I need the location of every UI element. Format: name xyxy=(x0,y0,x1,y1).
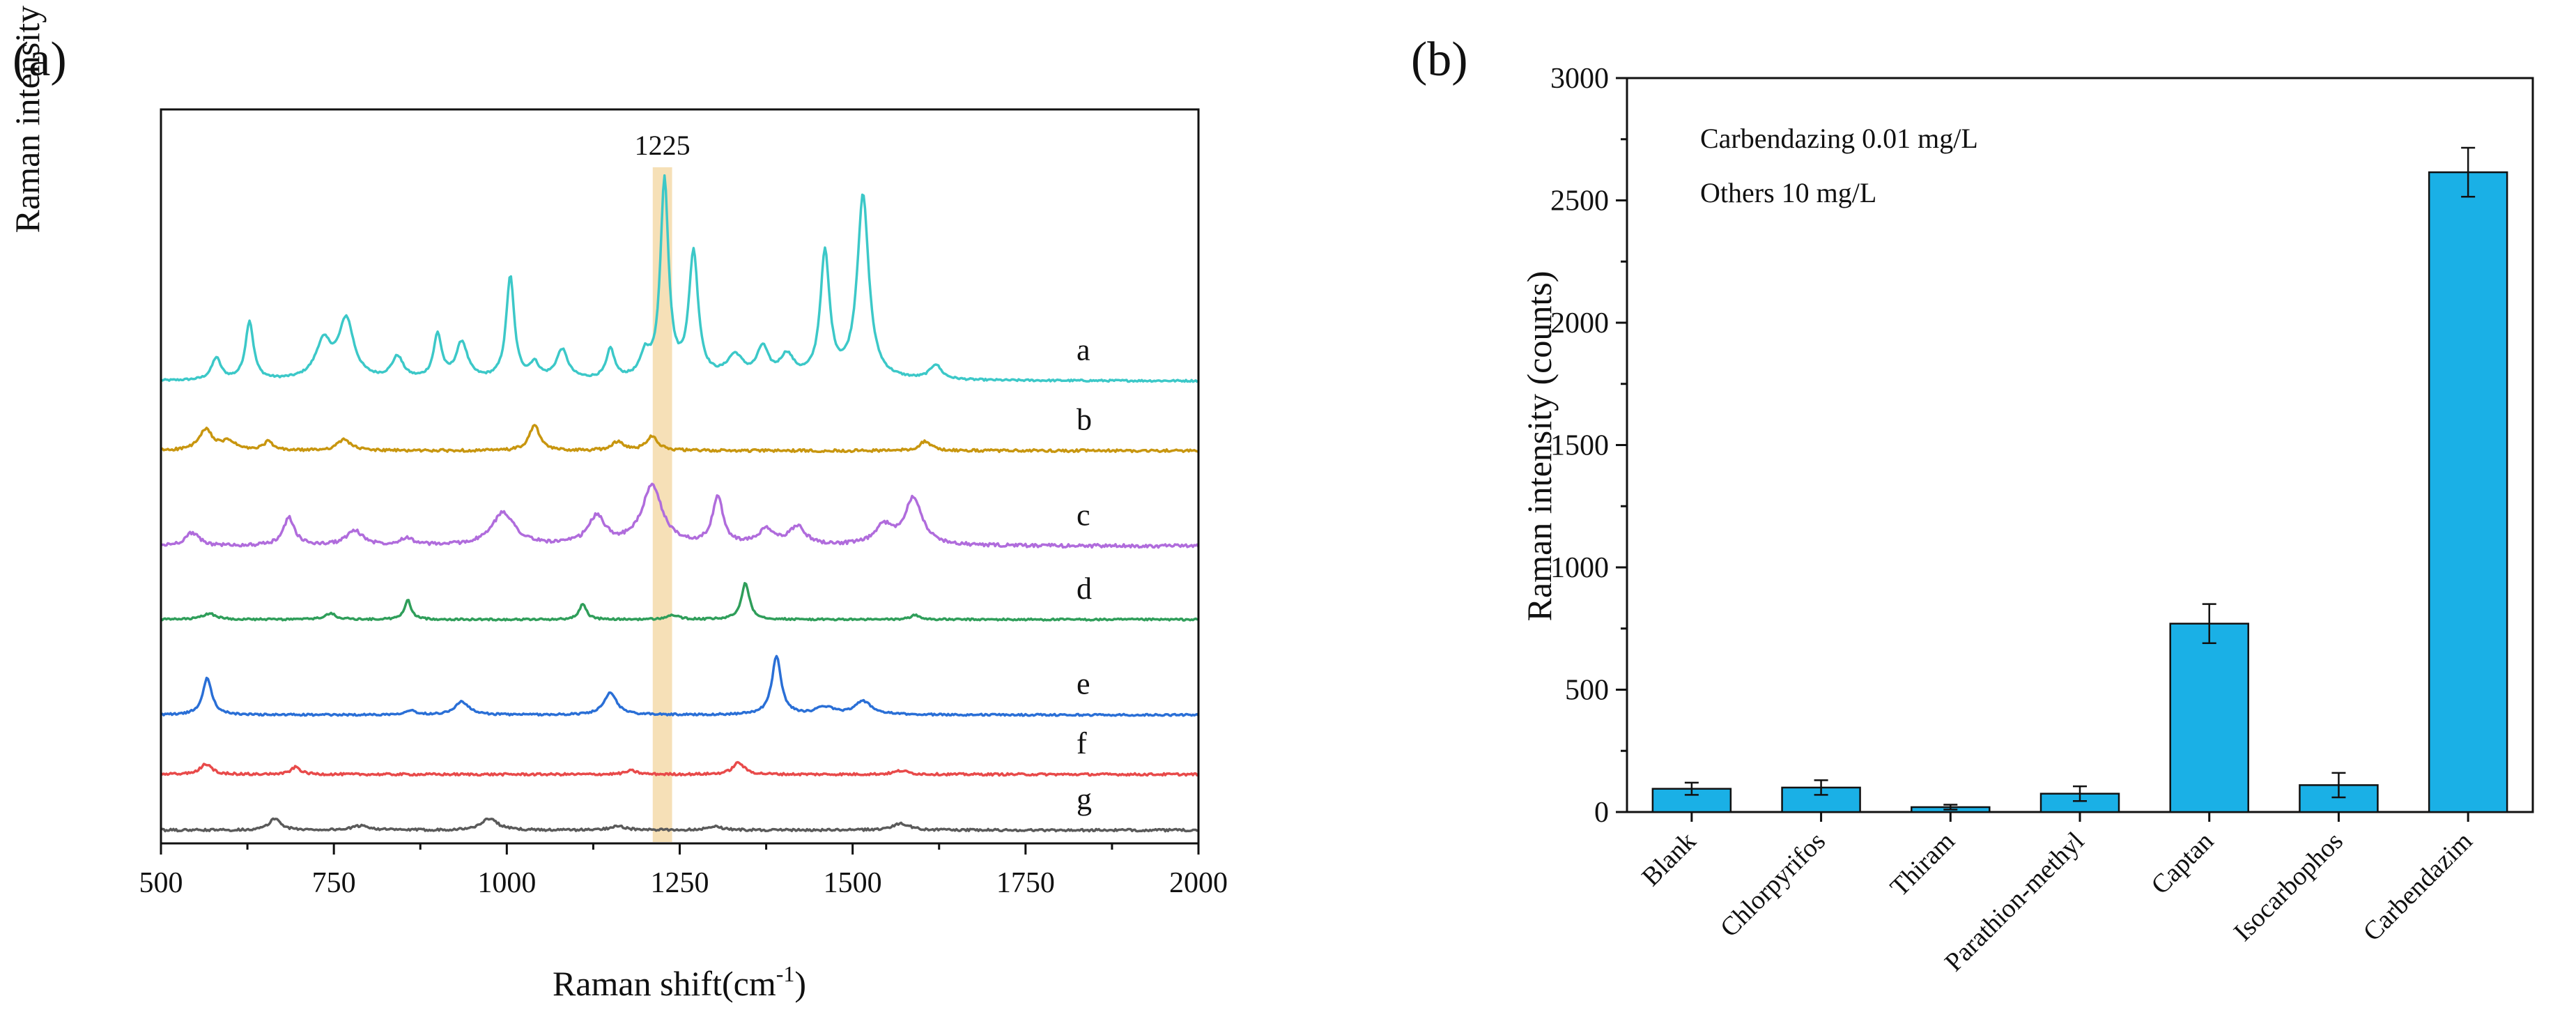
category-label-parathion-methyl: Parathion-methyl xyxy=(1939,827,2090,977)
highlight-label-1225: 1225 xyxy=(635,130,691,161)
x-tick-label-2000: 2000 xyxy=(1169,867,1228,899)
panel-a-x-ticks: 500 750 1000 1250 1500 1750 2000 xyxy=(139,843,1228,899)
x-axis-title-main: Raman shift(cm xyxy=(553,964,776,1003)
y-tick-label-2000: 2000 xyxy=(1550,307,1609,339)
panel-a-raman-spectra: (a) 1225 a b c d efg 500 750 1000 1250 1500 1750 2… xyxy=(8,0,1228,1003)
y-tick-label-2500: 2500 xyxy=(1550,185,1609,217)
spectrum-a xyxy=(160,174,1200,383)
bar-captan xyxy=(2169,622,2249,813)
x-tick-label-1000: 1000 xyxy=(477,867,536,899)
bar-carbendazim xyxy=(2428,171,2508,813)
spectrum-label-b: b xyxy=(1077,403,1092,437)
x-tick-label-1750: 1750 xyxy=(996,867,1055,899)
y-tick-label-1500: 1500 xyxy=(1550,430,1609,462)
x-tick-label-750: 750 xyxy=(312,867,356,899)
y-tick-label-0: 0 xyxy=(1594,797,1609,829)
panel-b-y-axis-title: Raman intensity (counts) xyxy=(1520,271,1559,622)
panel-a-plot-frame xyxy=(160,108,1200,845)
spectrum-label-e: e xyxy=(1077,667,1090,701)
category-label-chlorpyrifos: Chlorpyrifos xyxy=(1715,827,1831,943)
spectrum-g xyxy=(160,817,1199,833)
panel-b-label: (b) xyxy=(1411,33,1468,86)
x-tick-label-500: 500 xyxy=(139,867,183,899)
y-tick-label-1000: 1000 xyxy=(1550,552,1609,584)
spectrum-d xyxy=(160,581,1199,622)
panel-b-bar-chart: (b) 0 500 1000 1500 2000 2500 3000 Blank Chlorp… xyxy=(1411,33,2534,977)
spectrum-f xyxy=(160,760,1200,777)
panel-a-x-axis-title: Raman shift(cm-1) xyxy=(553,961,806,1003)
x-tick-label-1500: 1500 xyxy=(824,867,882,899)
spectrum-label-c: c xyxy=(1077,498,1090,533)
category-label-isocarbophos: Isocarbophos xyxy=(2228,827,2349,947)
x-axis-title-superscript: -1 xyxy=(776,961,795,986)
spectra-letter-labels: a b c d efg xyxy=(1077,333,1092,816)
category-label-blank: Blank xyxy=(1636,827,1702,892)
panel-a-y-axis-title: Raman intensity (counts) xyxy=(8,0,47,233)
category-label-captan: Captan xyxy=(2145,827,2219,901)
concentration-note-others: Others 10 mg/L xyxy=(1700,177,1876,208)
panel-b-bars xyxy=(1651,146,2508,822)
spectrum-c xyxy=(160,482,1200,549)
category-label-carbendazim: Carbendazim xyxy=(2358,827,2478,947)
concentration-note-carbendazim: Carbendazing 0.01 mg/L xyxy=(1700,123,1978,154)
panel-a-label: (a) xyxy=(13,33,67,86)
category-label-thiram: Thiram xyxy=(1885,827,1961,903)
spectrum-label-f: f xyxy=(1077,726,1087,760)
y-tick-label-3000: 3000 xyxy=(1550,63,1609,95)
y-tick-label-500: 500 xyxy=(1565,675,1609,707)
spectrum-e xyxy=(160,654,1200,717)
spectrum-b xyxy=(160,424,1199,454)
panel-b-y-ticks: 0 500 1000 1500 2000 2500 3000 xyxy=(1550,63,1627,829)
spectrum-label-a: a xyxy=(1077,333,1090,367)
x-tick-label-1250: 1250 xyxy=(651,867,709,899)
spectrum-label-d: d xyxy=(1077,572,1092,606)
x-axis-title-tail: ) xyxy=(794,964,806,1003)
spectrum-label-g: g xyxy=(1077,782,1092,816)
spectra-group xyxy=(160,174,1200,833)
